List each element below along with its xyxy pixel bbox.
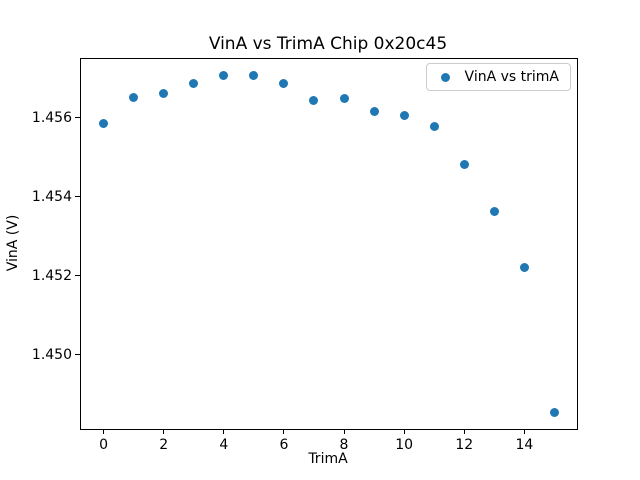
scatter-point xyxy=(489,206,499,216)
y-tick-label: 1.456 xyxy=(31,109,72,126)
scatter-point xyxy=(519,263,529,273)
x-tick-mark xyxy=(403,429,405,434)
x-tick-label: 14 xyxy=(515,437,534,453)
y-tick-label: 1.452 xyxy=(31,267,72,284)
scatter-point xyxy=(399,110,409,120)
x-tick-label: 12 xyxy=(455,437,474,453)
scatter-point xyxy=(549,408,559,418)
x-tick-mark xyxy=(163,429,165,434)
y-tick-mark xyxy=(75,117,80,119)
scatter-point xyxy=(309,96,319,106)
x-tick-label: 2 xyxy=(159,437,169,453)
scatter-point xyxy=(249,70,259,80)
scatter-point xyxy=(459,159,469,169)
y-tick-label: 1.450 xyxy=(31,346,72,363)
x-tick-label: 6 xyxy=(279,437,289,453)
x-tick-mark xyxy=(223,429,225,434)
x-tick-mark xyxy=(103,429,105,434)
x-tick-label: 4 xyxy=(219,437,229,453)
x-tick-mark xyxy=(283,429,285,434)
scatter-point xyxy=(99,119,109,129)
y-axis-label: VinA (V) xyxy=(5,214,21,272)
x-tick-label: 8 xyxy=(339,437,349,453)
x-tick-mark xyxy=(523,429,525,434)
scatter-point xyxy=(189,79,199,89)
y-tick-label: 1.454 xyxy=(31,188,72,205)
plot-area: VinA vs trimA 0 2 4 6 8 10 12 14 1.450 1.452 1.454… xyxy=(32,58,578,453)
y-tick-mark xyxy=(75,196,80,198)
scatter-point xyxy=(219,71,229,81)
scatter-point xyxy=(159,89,169,99)
x-tick-label: 0 xyxy=(99,437,108,453)
legend-label: VinA vs trimA xyxy=(464,69,559,85)
scatter-point xyxy=(339,94,349,104)
x-tick-mark xyxy=(463,429,465,434)
x-axis-label: TrimA xyxy=(308,451,348,467)
scatter-point xyxy=(369,107,379,117)
legend-dot-icon xyxy=(440,72,450,82)
y-tick-mark xyxy=(75,275,80,277)
y-tick-mark xyxy=(75,354,80,356)
chart-title: VinA vs TrimA Chip 0x20c45 xyxy=(208,34,448,54)
legend: VinA vs trimA xyxy=(425,63,571,91)
x-tick-mark xyxy=(343,429,345,434)
scatter-point xyxy=(429,122,439,132)
scatter-point xyxy=(279,78,289,88)
x-tick-label: 10 xyxy=(395,437,414,453)
scatter-point xyxy=(129,93,139,103)
